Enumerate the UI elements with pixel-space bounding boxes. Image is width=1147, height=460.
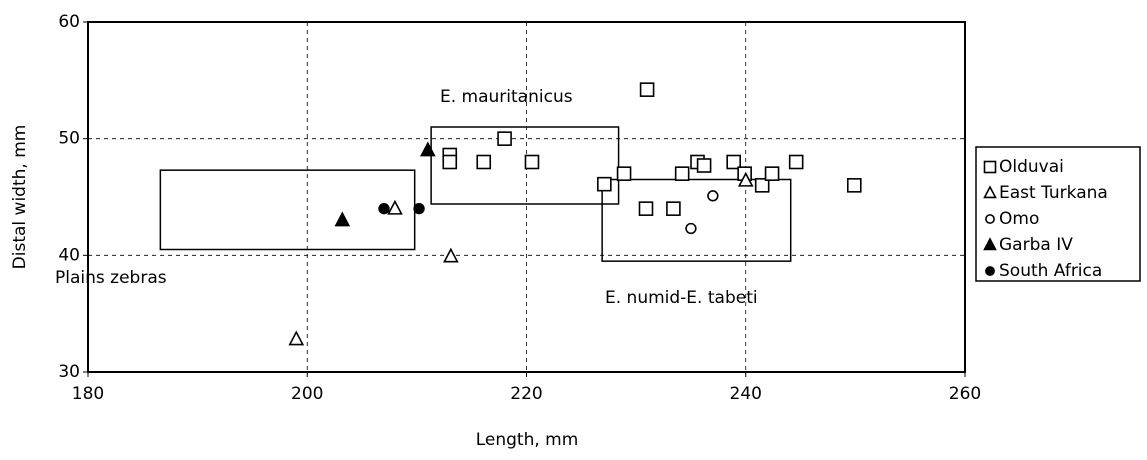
region-box [159, 169, 416, 251]
marker-circle [685, 222, 697, 235]
x-tick-label: 180 [72, 384, 104, 404]
marker-square [846, 178, 862, 193]
marker-triangle [334, 211, 351, 227]
marker-square [639, 82, 655, 97]
marker-square [726, 154, 741, 170]
marker-square [788, 154, 804, 170]
marker-triangle [387, 199, 403, 215]
marker-circle [413, 202, 425, 215]
legend-label: Garba IV [999, 235, 1073, 255]
marker-square [497, 131, 512, 146]
legend-box [975, 146, 1141, 282]
x-tick-label: 260 [949, 384, 981, 404]
marker-square [616, 166, 632, 181]
region-label: E. mauritanicus [440, 87, 573, 107]
marker-square [524, 154, 540, 170]
y-tick-label: 60 [58, 12, 80, 32]
marker-triangle [737, 171, 754, 187]
legend-label: East Turkana [999, 183, 1108, 203]
marker-square [983, 160, 997, 174]
marker-square [638, 201, 654, 216]
plot-frame [87, 21, 966, 373]
y-tick-label: 30 [58, 362, 80, 382]
marker-triangle [983, 185, 997, 199]
legend-label: Omo [999, 209, 1039, 229]
marker-square [476, 154, 492, 170]
x-tick-label: 200 [291, 384, 323, 404]
marker-triangle [443, 247, 459, 263]
marker-circle [985, 214, 995, 224]
marker-triangle [288, 330, 305, 346]
marker-square [764, 166, 780, 181]
y-tick-label: 50 [58, 129, 80, 149]
legend-label: South Africa [999, 261, 1102, 281]
marker-circle [985, 266, 995, 276]
region-box [430, 126, 620, 205]
marker-triangle [420, 141, 436, 157]
marker-triangle [983, 237, 997, 251]
marker-square [696, 158, 712, 173]
y-tick-label: 40 [58, 245, 80, 265]
x-axis-label: Length, mm [476, 430, 579, 450]
marker-circle [378, 202, 390, 215]
region-box [601, 178, 792, 262]
legend-label: Olduvai [999, 157, 1064, 177]
marker-square [666, 201, 681, 216]
x-tick-label: 240 [730, 384, 762, 404]
marker-square [597, 176, 612, 192]
marker-square [674, 166, 690, 181]
marker-square [754, 178, 770, 193]
marker-square [442, 154, 458, 170]
y-axis-label: Distal width, mm [10, 125, 30, 270]
region-label: Plains zebras [55, 268, 167, 288]
marker-circle [707, 190, 719, 202]
region-label: E. numid-E. tabeti [605, 288, 758, 308]
x-tick-label: 220 [510, 384, 542, 404]
